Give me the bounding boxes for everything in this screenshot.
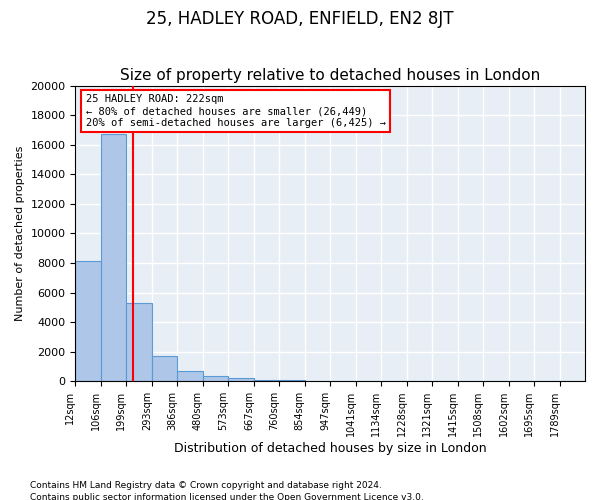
- Bar: [76, 262, 101, 381]
- Bar: [228, 378, 254, 381]
- Y-axis label: Number of detached properties: Number of detached properties: [15, 146, 25, 321]
- Text: 25, HADLEY ROAD, ENFIELD, EN2 8JT: 25, HADLEY ROAD, ENFIELD, EN2 8JT: [146, 10, 454, 28]
- Bar: [178, 371, 203, 381]
- Bar: [127, 303, 152, 381]
- Bar: [254, 380, 279, 381]
- Bar: [101, 134, 127, 381]
- Bar: [305, 380, 330, 381]
- Bar: [152, 356, 178, 381]
- Bar: [203, 376, 228, 381]
- X-axis label: Distribution of detached houses by size in London: Distribution of detached houses by size …: [174, 442, 487, 455]
- Text: Contains HM Land Registry data © Crown copyright and database right 2024.: Contains HM Land Registry data © Crown c…: [30, 481, 382, 490]
- Text: 25 HADLEY ROAD: 222sqm
← 80% of detached houses are smaller (26,449)
20% of semi: 25 HADLEY ROAD: 222sqm ← 80% of detached…: [86, 94, 386, 128]
- Text: Contains public sector information licensed under the Open Government Licence v3: Contains public sector information licen…: [30, 494, 424, 500]
- Title: Size of property relative to detached houses in London: Size of property relative to detached ho…: [120, 68, 541, 83]
- Bar: [279, 380, 305, 381]
